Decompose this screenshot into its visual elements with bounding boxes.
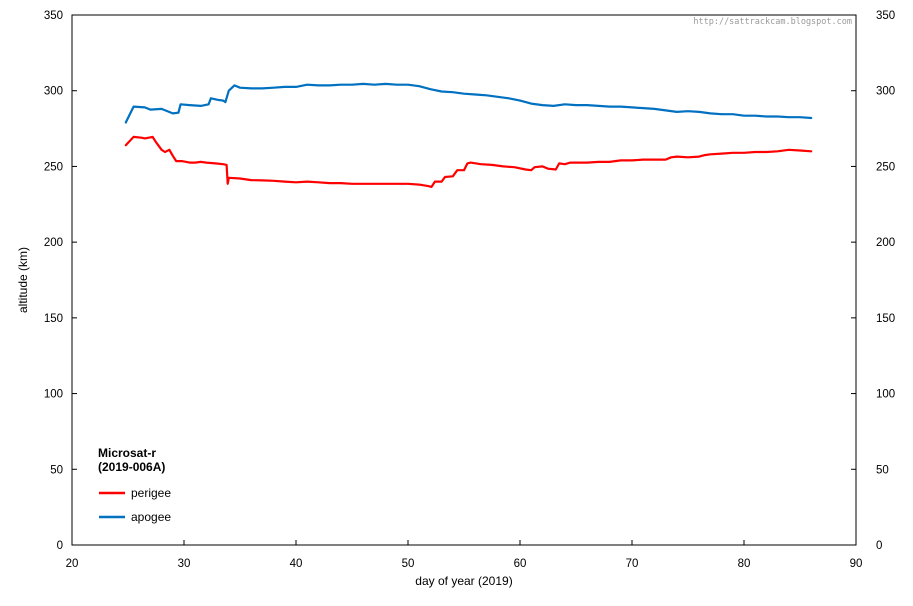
y-axis-left-ticks: 0 50 100 150 200 250 300 350 (44, 10, 77, 552)
y-tick-label-right: 300 (876, 86, 895, 98)
y-tick-label-left: 100 (44, 389, 63, 401)
x-axis-label: day of year (2019) (415, 574, 512, 588)
y-tick-label-right: 350 (876, 10, 895, 22)
y-tick-label-left: 300 (44, 86, 63, 98)
x-tick-label: 30 (178, 558, 191, 570)
y-tick-label-right: 150 (876, 313, 895, 325)
y-tick-label-left: 200 (44, 237, 63, 249)
y-tick-label-left: 350 (44, 10, 63, 22)
y-tick-label-right: 0 (876, 540, 882, 552)
x-tick-label: 60 (514, 558, 527, 570)
y-tick-label-left: 50 (50, 464, 63, 476)
series-layer (124, 82, 813, 188)
legend-label-perigee: perigee (131, 486, 171, 500)
x-tick-label: 90 (850, 558, 863, 570)
legend-label-apogee: apogee (131, 510, 171, 524)
y-axis-label: altitude (km) (16, 247, 30, 313)
series-line-apogee (124, 82, 813, 124)
y-tick-label-right: 50 (876, 464, 889, 476)
y-tick-label-right: 250 (876, 161, 895, 173)
x-tick-label: 20 (66, 558, 79, 570)
y-axis-right-ticks: 0 50 100 150 200 250 300 350 (851, 10, 895, 552)
y-tick-label-right: 200 (876, 237, 895, 249)
watermark-url: http://sattrackcam.blogspot.com (693, 17, 852, 27)
legend: Microsat-r (2019-006A) perigee apogee (98, 446, 171, 524)
legend-title-designation: (2019-006A) (98, 460, 165, 474)
x-tick-label: 50 (402, 558, 415, 570)
plot-area (71, 14, 857, 546)
y-tick-label-right: 100 (876, 389, 895, 401)
x-tick-label: 40 (290, 558, 303, 570)
series-line-perigee (124, 135, 813, 188)
x-axis-ticks: 20 30 40 50 60 70 80 90 (66, 540, 863, 570)
x-tick-label: 70 (626, 558, 639, 570)
y-tick-label-left: 250 (44, 161, 63, 173)
y-tick-label-left: 0 (57, 540, 63, 552)
y-tick-label-left: 150 (44, 313, 63, 325)
legend-title-name: Microsat-r (98, 446, 156, 460)
x-tick-label: 80 (738, 558, 751, 570)
